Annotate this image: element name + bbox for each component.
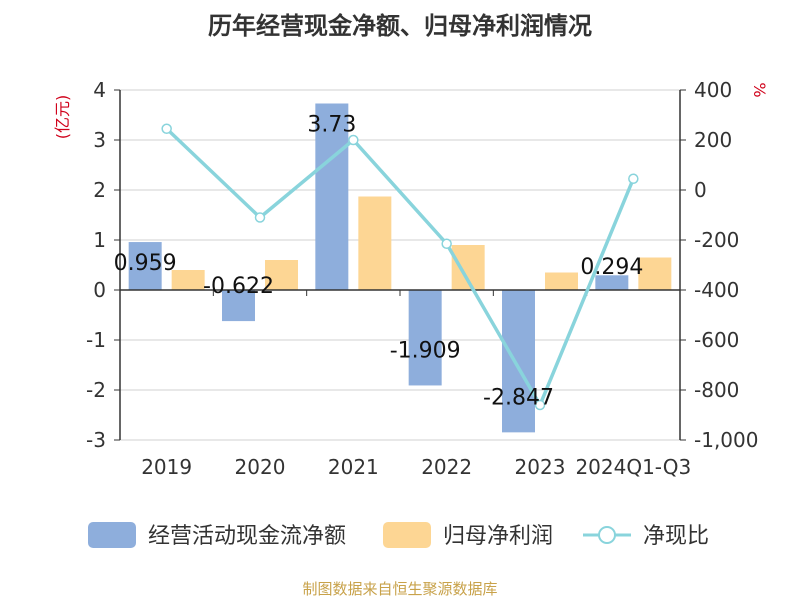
x-tick-label-2024Q1-Q3: 2024Q1-Q3 [575, 455, 691, 479]
axes: -3 -2 -1 0 1 2 3 4 -1,000 -800 -600 -400 -200 0 200 400… [53, 78, 769, 479]
bar-cashflow-2019 [128, 242, 162, 290]
legend-ratio-swatch-marker [598, 526, 616, 544]
data-labels: 0.959 -0.622 3.73 -1.909 -2.847 0.294 [114, 113, 644, 411]
bar-netprofit-2021 [358, 196, 392, 290]
cashflow-label-2020: -0.622 [203, 274, 274, 299]
right-tick-label: -400 [694, 278, 739, 302]
line-series [161, 123, 639, 411]
cashflow-label-2023: -2.847 [483, 385, 554, 410]
right-tick-label: -1,000 [694, 428, 758, 452]
right-tick-label: 0 [694, 178, 707, 202]
legend-netprofit: 归母净利润 [383, 522, 553, 549]
source-note: 制图数据来自恒生聚源数据库 [302, 580, 498, 598]
left-tick-label: -2 [86, 378, 106, 402]
legend-netprofit-label: 归母净利润 [443, 524, 553, 549]
ratio-point-2023 [534, 399, 546, 411]
ratio-point-2022 [441, 238, 452, 249]
x-tick-label-2021: 2021 [328, 455, 379, 479]
cashflow-label-2021: 3.73 [307, 113, 356, 138]
ratio-point-2020 [254, 212, 266, 223]
bar-cashflow-2024Q1-Q3 [595, 275, 629, 290]
right-tick-label: -600 [694, 328, 739, 352]
right-tick-label: -800 [694, 378, 739, 402]
left-tick-label: -3 [86, 428, 106, 452]
x-tick-label-2023: 2023 [515, 455, 566, 479]
left-tick-label: 3 [93, 128, 106, 152]
bar-cashflow-2021 [315, 103, 349, 290]
x-tick-label-2019: 2019 [141, 455, 192, 479]
left-tick-label: 1 [93, 228, 106, 252]
chart-title: 历年经营现金净额、归母净利润情况 [208, 12, 592, 40]
legend-ratio: 净现比 [583, 524, 709, 549]
bar-netprofit-2019 [171, 270, 205, 290]
left-tick-label: 4 [93, 78, 106, 102]
bar-cashflow-2023 [502, 290, 535, 433]
bars [128, 103, 672, 433]
bar-cashflow-2022 [408, 290, 442, 386]
legend-netprofit-swatch [383, 522, 431, 548]
left-tick-label: -1 [86, 328, 106, 352]
left-tick-label: 2 [93, 178, 106, 202]
x-tick-label-2020: 2020 [235, 455, 286, 479]
cashflow-label-2024Q1-Q3: 0.294 [580, 255, 643, 280]
bar-netprofit-2023 [545, 272, 578, 290]
legend: 经营活动现金流净额 归母净利润 净现比 [88, 522, 709, 549]
ratio-line [165, 127, 635, 407]
legend-ratio-label: 净现比 [643, 524, 709, 549]
right-axis-unit: % [750, 82, 769, 97]
bar-netprofit-2024Q1-Q3 [638, 257, 672, 290]
ratio-point-2021 [348, 134, 359, 146]
cashflow-label-2019: 0.959 [114, 251, 177, 276]
ratio-point-2019 [161, 123, 172, 134]
right-tick-label: -200 [694, 228, 739, 252]
ratio-point-2024Q1-Q3 [628, 173, 639, 184]
legend-cashflow-label: 经营活动现金流净额 [148, 524, 346, 549]
x-tick-label-2022: 2022 [421, 455, 472, 479]
bar-cashflow-2020 [222, 290, 255, 322]
legend-cashflow: 经营活动现金流净额 [88, 522, 346, 549]
right-tick-label: 400 [694, 78, 732, 102]
left-tick-label: 0 [93, 278, 106, 302]
bar-netprofit-2020 [265, 260, 298, 290]
legend-cashflow-swatch [88, 522, 136, 548]
cashflow-label-2022: -1.909 [390, 338, 461, 363]
right-tick-label: 200 [694, 128, 732, 152]
left-axis-unit: (亿元) [53, 95, 72, 140]
